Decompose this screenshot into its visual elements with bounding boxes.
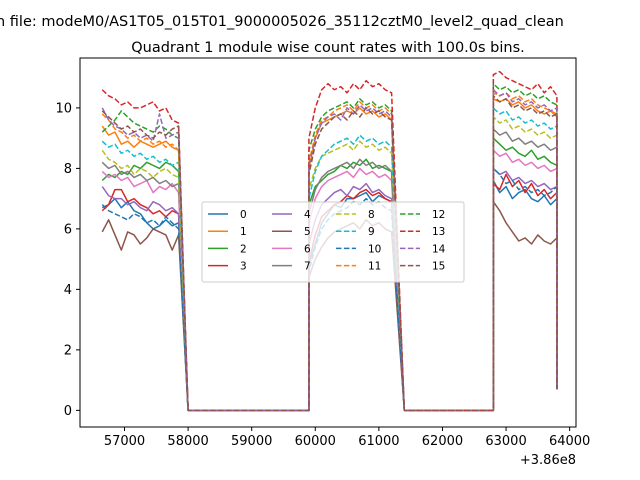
series-line-8 xyxy=(101,116,558,412)
legend-label-11: 11 xyxy=(368,261,381,273)
x-tick-label: 63000 xyxy=(485,434,526,449)
legend-label-12: 12 xyxy=(432,209,445,221)
series-line-14 xyxy=(101,89,558,412)
series-line-12 xyxy=(101,82,558,412)
series-line-6 xyxy=(101,149,558,412)
legend-label-13: 13 xyxy=(432,226,445,238)
x-offset-label: +3.86e8 xyxy=(520,453,576,468)
series-line-7 xyxy=(101,128,558,412)
series-line-4 xyxy=(101,167,558,412)
legend-label-1: 1 xyxy=(240,226,247,238)
x-tick-label: 61000 xyxy=(358,434,399,449)
series-line-13 xyxy=(101,70,558,412)
legend-label-6: 6 xyxy=(304,243,311,255)
legend-label-5: 5 xyxy=(304,226,311,238)
legend-label-4: 4 xyxy=(304,209,311,221)
x-tick-label: 64000 xyxy=(549,434,590,449)
x-tick-label: 57000 xyxy=(104,434,145,449)
legend-label-14: 14 xyxy=(432,243,446,255)
y-axis: 0 2 4 6 8 10 xyxy=(55,101,80,419)
x-tick-label: 59000 xyxy=(231,434,272,449)
legend-label-9: 9 xyxy=(368,226,375,238)
legend-label-0: 0 xyxy=(240,209,247,221)
plot-frame xyxy=(79,57,577,428)
legend-label-8: 8 xyxy=(368,209,375,221)
series-line-0 xyxy=(101,179,558,412)
x-tick-label: 62000 xyxy=(422,434,463,449)
series-line-1 xyxy=(101,98,558,412)
legend-label-2: 2 xyxy=(240,243,247,255)
chart-title: Quadrant 1 module wise count rates with … xyxy=(131,40,525,56)
x-tick-label: 60000 xyxy=(295,434,336,449)
legend-label-7: 7 xyxy=(304,261,311,273)
y-tick-label: 0 xyxy=(64,404,72,419)
x-tick-label: 58000 xyxy=(167,434,208,449)
figure-suptitle: n file: modeM0/AS1T05_015T01_9000005026_… xyxy=(0,14,564,30)
series-line-11 xyxy=(101,92,558,412)
series-line-15 xyxy=(101,95,558,412)
y-tick-label: 10 xyxy=(55,101,72,116)
y-tick-label: 8 xyxy=(64,162,72,177)
legend-label-15: 15 xyxy=(432,261,445,273)
y-tick-label: 4 xyxy=(64,283,72,298)
y-tick-label: 2 xyxy=(64,343,72,358)
legend-box xyxy=(201,201,465,283)
series-line-2 xyxy=(101,137,558,412)
x-axis: 57000 58000 59000 60000 61000 62000 63000 64000 xyxy=(104,427,590,449)
legend-label-3: 3 xyxy=(240,261,247,273)
series-line-9 xyxy=(101,107,558,412)
legend-label-10: 10 xyxy=(368,243,381,255)
y-tick-label: 6 xyxy=(64,222,72,237)
